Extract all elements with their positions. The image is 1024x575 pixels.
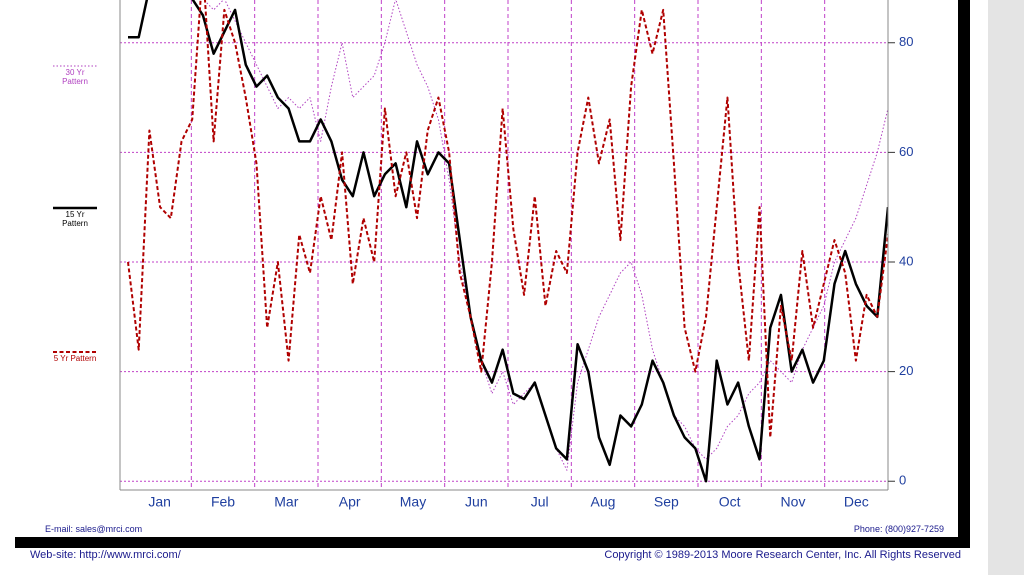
shadow [15, 537, 970, 548]
phone: Phone: (800)927-7259 [853, 524, 944, 534]
series-line [128, 0, 888, 483]
x-tick-label: Jul [531, 494, 549, 510]
background [988, 0, 1024, 575]
x-tick-label: Sep [654, 494, 679, 510]
x-tick-label: Oct [719, 494, 741, 510]
x-tick-label: Nov [781, 494, 806, 510]
plot [127, 0, 888, 483]
shadow [958, 0, 970, 548]
x-tick-label: Aug [591, 494, 616, 510]
y-tick-label: 60 [899, 144, 913, 159]
legend-label: 15 Yr Pattern [62, 210, 88, 228]
email: E-mail: sales@mrci.com [45, 524, 143, 534]
grid [120, 0, 888, 490]
x-tick-label: Dec [844, 494, 869, 510]
y-tick-label: 80 [899, 34, 913, 49]
website: Web-site: http://www.mrci.com/ [30, 549, 181, 561]
copyright: Copyright © 1989-2013 Moore Research Cen… [604, 549, 961, 561]
y-tick-label: 0 [899, 473, 906, 488]
x-tick-label: Feb [211, 494, 235, 510]
legend-label: 30 Yr Pattern [62, 68, 88, 86]
series-line [203, 0, 888, 471]
x-tick-label: Jun [465, 494, 488, 510]
legend-label: 5 Yr Pattern [53, 354, 97, 363]
y-tick-label: 20 [899, 363, 913, 378]
y-tick-label: 40 [899, 253, 913, 268]
series-line [127, 0, 888, 439]
legend [53, 65, 97, 353]
x-tick-label: Mar [274, 494, 298, 510]
x-tick-label: May [400, 494, 426, 510]
x-tick-label: Apr [339, 494, 361, 510]
x-tick-label: Jan [148, 494, 171, 510]
